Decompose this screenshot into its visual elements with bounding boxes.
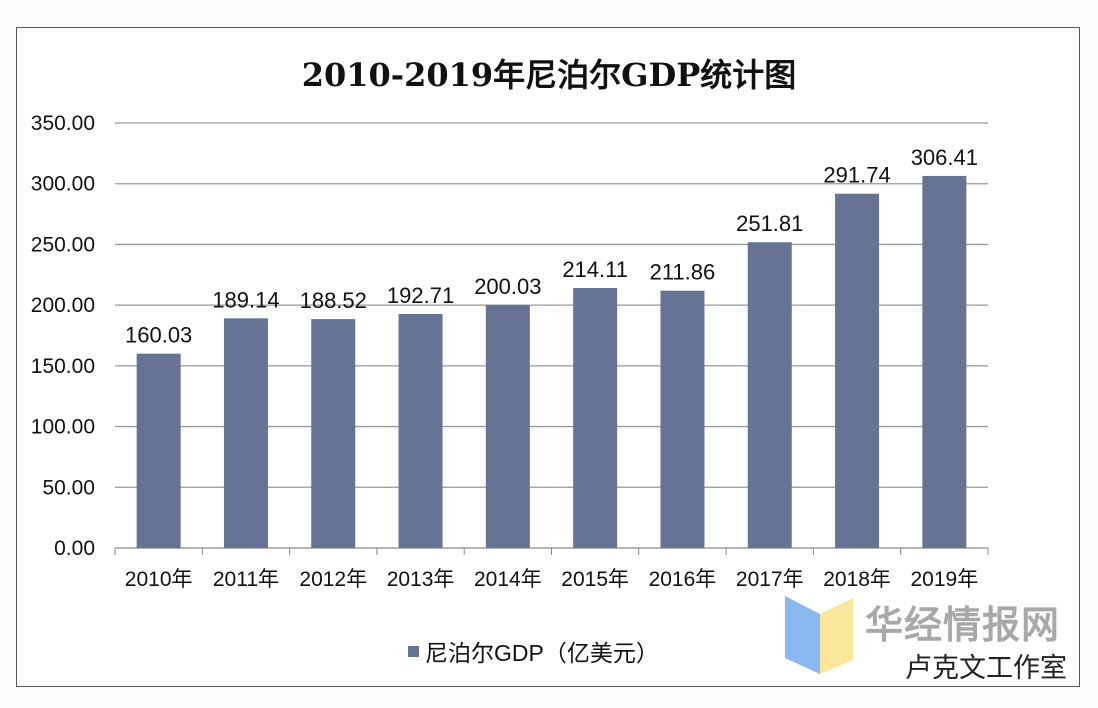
y-tick-label: 50.00 (42, 476, 95, 499)
data-label: 251.81 (736, 211, 803, 236)
data-label: 211.86 (650, 260, 716, 285)
y-tick-label: 350.00 (31, 112, 95, 135)
x-tick-label: 2013年 (387, 568, 455, 591)
data-label: 291.74 (823, 163, 890, 188)
y-tick-label: 0.00 (54, 537, 95, 560)
bar (922, 175, 967, 548)
x-tick-label: 2011年 (213, 568, 279, 591)
data-label: 188.52 (300, 288, 367, 313)
bar (573, 288, 618, 548)
bar (747, 242, 792, 548)
watermark: 卢克文工作室 华经情报网 (785, 594, 1075, 684)
logo-text: 华经情报网 (865, 605, 1061, 647)
bar (311, 319, 356, 548)
bar (398, 313, 443, 548)
bar (485, 305, 530, 548)
y-tick-label: 250.00 (31, 233, 95, 256)
x-tick-label: 2014年 (474, 568, 542, 591)
bar (835, 193, 880, 548)
y-tick-label: 150.00 (31, 355, 95, 378)
data-label: 306.41 (911, 145, 978, 170)
bar (223, 318, 268, 548)
data-label: 160.03 (125, 323, 192, 348)
legend-swatch (408, 645, 419, 657)
x-tick-label: 2010年 (125, 568, 193, 591)
wechat-text: 卢克文工作室 (905, 653, 1067, 683)
x-tick-label: 2015年 (561, 568, 629, 591)
y-tick-label: 200.00 (31, 294, 95, 317)
x-tick-label: 2018年 (823, 568, 891, 591)
legend-label: 尼泊尔GDP（亿美元） (425, 640, 659, 666)
data-label: 214.11 (562, 257, 628, 282)
y-tick-label: 100.00 (31, 416, 95, 439)
legend: 尼泊尔GDP（亿美元） (408, 634, 659, 668)
bar (136, 353, 181, 548)
x-tick-label: 2017年 (736, 568, 804, 591)
logo-icon (785, 596, 853, 674)
chart-title: 2010-2019年尼泊尔GDP统计图 (301, 56, 797, 94)
y-tick-label: 300.00 (31, 173, 95, 196)
x-tick-label: 2016年 (649, 568, 717, 591)
data-label: 192.71 (387, 283, 454, 308)
data-label: 189.14 (212, 287, 279, 312)
data-label: 200.03 (474, 274, 541, 299)
chart-frame (16, 27, 1080, 687)
bar (660, 290, 705, 548)
x-tick-label: 2019年 (910, 568, 978, 591)
x-tick-label: 2012年 (299, 568, 367, 591)
